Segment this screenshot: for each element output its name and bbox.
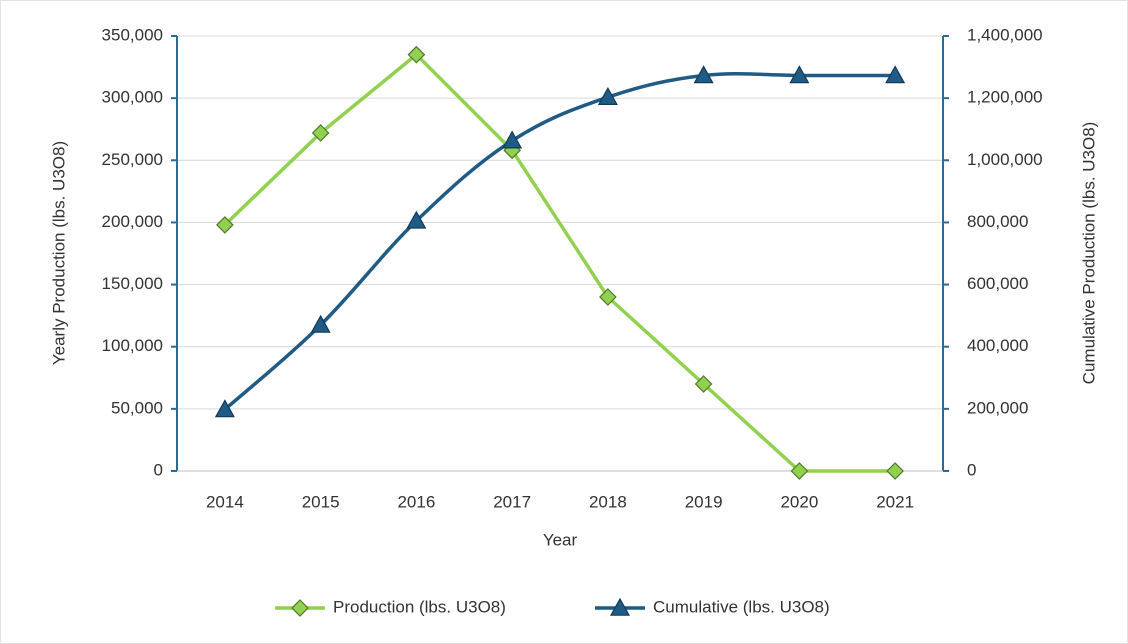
y-tick-label: 200,000 xyxy=(102,212,163,231)
x-tick-label: 2016 xyxy=(397,492,435,511)
x-tick-label: 2018 xyxy=(589,492,627,511)
y-tick-label: 250,000 xyxy=(102,150,163,169)
data-point xyxy=(406,210,427,229)
y-tick-label: 300,000 xyxy=(102,88,163,107)
data-point xyxy=(885,65,906,84)
y2-tick-label: 1,400,000 xyxy=(967,25,1043,44)
legend-marker xyxy=(291,599,309,617)
y-axis-label: Yearly Production (lbs. U3O8) xyxy=(49,141,68,365)
y2-tick-label: 1,000,000 xyxy=(967,150,1043,169)
series-line xyxy=(223,52,896,473)
legend-marker xyxy=(609,597,631,616)
data-point xyxy=(886,462,904,480)
data-point xyxy=(311,124,330,142)
x-tick-label: 2015 xyxy=(302,492,340,511)
data-point xyxy=(597,86,618,106)
x-axis-label: Year xyxy=(543,530,578,549)
data-point xyxy=(789,65,810,84)
data-point xyxy=(216,216,234,234)
x-tick-label: 2014 xyxy=(206,492,244,511)
x-tick-label: 2017 xyxy=(493,492,531,511)
y2-tick-label: 1,200,000 xyxy=(967,88,1043,107)
y-tick-label: 0 xyxy=(154,460,163,479)
y-tick-label: 150,000 xyxy=(102,274,163,293)
data-point xyxy=(502,130,523,149)
data-point xyxy=(407,45,426,64)
y2-tick-label: 600,000 xyxy=(967,274,1028,293)
data-point xyxy=(214,399,235,418)
y-tick-label: 100,000 xyxy=(102,336,163,355)
x-tick-label: 2021 xyxy=(876,492,914,511)
data-point xyxy=(790,462,809,480)
y2-tick-label: 0 xyxy=(967,460,976,479)
data-point xyxy=(310,314,331,333)
y-tick-label: 350,000 xyxy=(102,25,163,44)
legend-label: Production (lbs. U3O8) xyxy=(333,597,506,616)
y2-tick-label: 200,000 xyxy=(967,398,1028,417)
data-point xyxy=(599,288,617,306)
data-point xyxy=(693,65,714,84)
y2-axis-label: Cumulative Production (lbs. U3O8) xyxy=(1079,122,1098,385)
legend-label: Cumulative (lbs. U3O8) xyxy=(653,597,830,616)
y2-tick-label: 800,000 xyxy=(967,212,1028,231)
x-tick-label: 2020 xyxy=(780,492,818,511)
x-tick-label: 2019 xyxy=(685,492,723,511)
data-point xyxy=(694,375,713,393)
y-tick-label: 50,000 xyxy=(111,398,163,417)
y2-tick-label: 400,000 xyxy=(967,336,1028,355)
